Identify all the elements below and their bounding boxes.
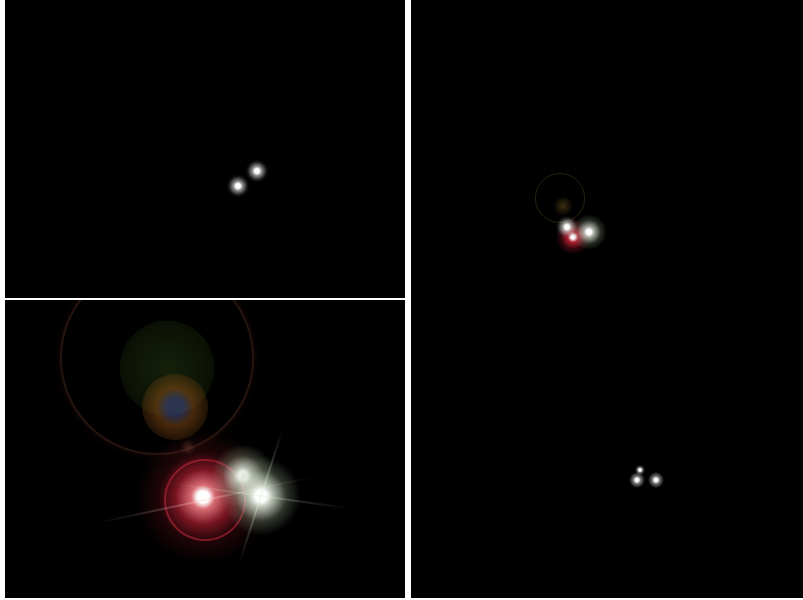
white-light-1 [211,444,275,508]
distant-light-1 [246,160,268,182]
top-left-panel [5,0,405,298]
white-light-streak [238,429,284,563]
lens-flare-green-disc [119,320,215,416]
red-light-ring [164,459,246,541]
red-light-streak [97,476,313,524]
lens-flare-small-spot [180,439,196,455]
red-light-glow [133,427,273,567]
lens-flare-large-ring [60,300,254,455]
right-lens-flare-disc [553,196,573,216]
distant-light-2 [227,175,249,197]
right-panel [411,0,803,598]
right-white-light-2 [572,215,606,249]
far-light-2 [648,472,664,488]
white-light-streak-2 [171,482,351,510]
right-lens-flare-ring [535,173,585,223]
right-red-light [556,220,590,254]
lens-flare-orange-disc [142,374,208,440]
white-light-2 [221,456,301,536]
bottom-left-panel [5,300,405,598]
right-white-light-1 [556,216,578,238]
far-light-3 [635,465,645,475]
far-light-1 [629,472,645,488]
